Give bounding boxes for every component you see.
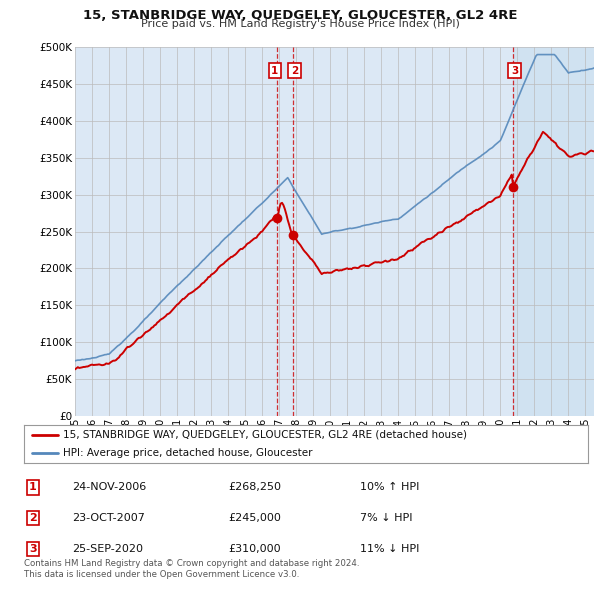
Text: £310,000: £310,000: [228, 544, 281, 554]
Text: HPI: Average price, detached house, Gloucester: HPI: Average price, detached house, Glou…: [64, 448, 313, 458]
Text: 11% ↓ HPI: 11% ↓ HPI: [360, 544, 419, 554]
Text: 7% ↓ HPI: 7% ↓ HPI: [360, 513, 413, 523]
Text: 10% ↑ HPI: 10% ↑ HPI: [360, 483, 419, 493]
Text: 1: 1: [271, 66, 278, 76]
Text: 1: 1: [29, 483, 37, 493]
Text: 25-SEP-2020: 25-SEP-2020: [72, 544, 143, 554]
Text: £245,000: £245,000: [228, 513, 281, 523]
Text: Contains HM Land Registry data © Crown copyright and database right 2024.
This d: Contains HM Land Registry data © Crown c…: [24, 559, 359, 579]
Text: 2: 2: [29, 513, 37, 523]
Text: 3: 3: [29, 544, 37, 554]
Text: £268,250: £268,250: [228, 483, 281, 493]
Text: Price paid vs. HM Land Registry's House Price Index (HPI): Price paid vs. HM Land Registry's House …: [140, 19, 460, 30]
Text: 2: 2: [291, 66, 298, 76]
Text: 15, STANBRIDGE WAY, QUEDGELEY, GLOUCESTER, GL2 4RE: 15, STANBRIDGE WAY, QUEDGELEY, GLOUCESTE…: [83, 9, 517, 22]
Bar: [513, 47, 594, 416]
Text: 23-OCT-2007: 23-OCT-2007: [72, 513, 145, 523]
Text: 3: 3: [511, 66, 518, 76]
Text: 15, STANBRIDGE WAY, QUEDGELEY, GLOUCESTER, GL2 4RE (detached house): 15, STANBRIDGE WAY, QUEDGELEY, GLOUCESTE…: [64, 430, 467, 440]
Text: 24-NOV-2006: 24-NOV-2006: [72, 483, 146, 493]
